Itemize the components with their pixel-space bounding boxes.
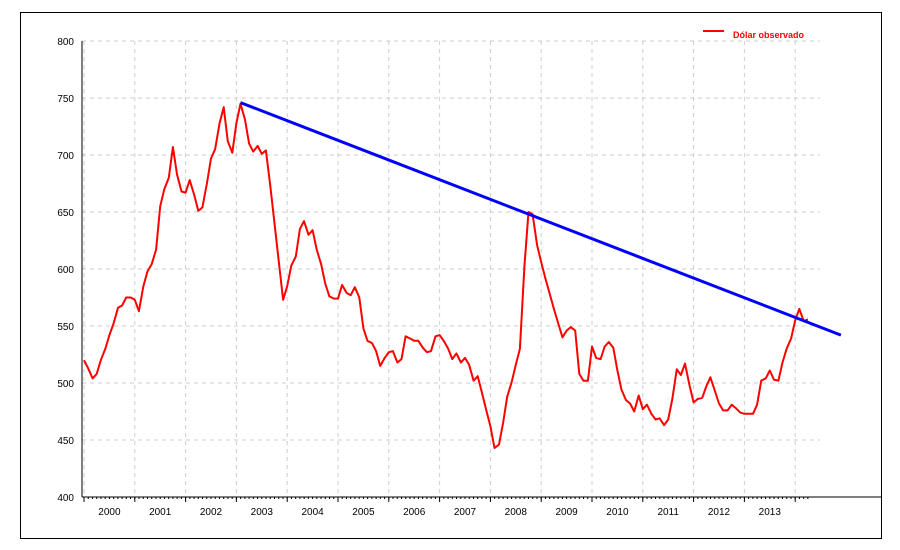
trend-line (239, 101, 842, 337)
y-tick-label-650: 650 (57, 208, 74, 219)
x-tick-label-2012: 2012 (708, 507, 731, 518)
x-tick-label-2008: 2008 (505, 507, 528, 518)
y-tick-label-450: 450 (57, 436, 74, 447)
x-tick-label-2002: 2002 (200, 507, 223, 518)
y-tick-label-700: 700 (57, 151, 74, 162)
x-tick-label-2001: 2001 (149, 507, 172, 518)
y-tick-label-600: 600 (57, 265, 74, 276)
y-tick-label-800: 800 (57, 37, 74, 48)
series-line-dolar-observado (83, 102, 809, 449)
x-tick-label-2003: 2003 (251, 507, 274, 518)
grid (82, 40, 820, 497)
x-tick-label-2004: 2004 (301, 507, 324, 518)
x-tick-label-2013: 2013 (759, 507, 782, 518)
x-tick-label-2010: 2010 (606, 507, 629, 518)
legend-label-dolar-observado: Dólar observado (733, 30, 805, 40)
x-tick-label-2009: 2009 (555, 507, 578, 518)
x-tick-label-2000: 2000 (98, 507, 121, 518)
axes: 400 450 500 550 600 650 700 750 800 2000 2001 2002 2… (57, 37, 882, 518)
x-tick-label-2007: 2007 (454, 507, 477, 518)
x-tick-label-2006: 2006 (403, 507, 426, 518)
x-tick-label-2005: 2005 (352, 507, 375, 518)
y-tick-label-500: 500 (57, 379, 74, 390)
series-layer (83, 101, 842, 449)
legend: Dólar observado (703, 30, 805, 40)
y-tick-label-750: 750 (57, 94, 74, 105)
chart-frame (20, 12, 882, 539)
x-tick-label-2011: 2011 (657, 507, 679, 518)
y-tick-label-400: 400 (57, 493, 74, 504)
y-tick-label-550: 550 (57, 322, 74, 333)
